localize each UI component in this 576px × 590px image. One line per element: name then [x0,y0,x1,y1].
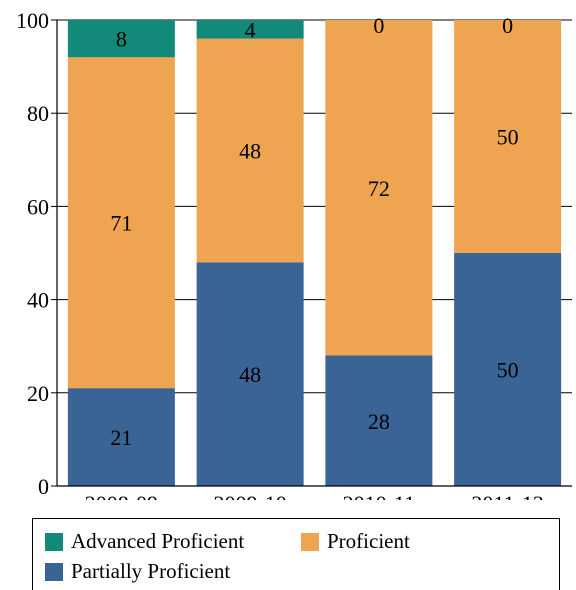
y-tick-label-0: 0 [38,474,49,499]
legend-swatch-advanced-proficient [45,532,63,551]
bar-proficient-2011-12 [454,20,562,253]
bar-advanced-proficient-2009-10 [196,20,304,39]
data-label-proficient-2010-11: 72 [368,176,390,201]
axes: 0204060801002008-092009-102010-112011-12 [16,8,572,500]
x-tick-label-2010-11: 2010-11 [343,491,416,500]
legend-label-advanced-proficient: Advanced Proficient [71,529,245,553]
bar-proficient-2009-10 [196,38,304,263]
legend-item-advanced-proficient: Advanced Proficient [45,529,244,554]
y-tick-label-80: 80 [27,101,49,126]
data-label-advanced-proficient-2008-09: 8 [116,27,127,52]
legend-item-partially-proficient: Partially Proficient [45,559,230,584]
data-label-partially-proficient-2010-11: 28 [368,409,390,434]
bar-partially-proficient-2009-10 [196,262,304,486]
data-label-proficient-2011-12: 50 [497,125,519,150]
bar-proficient-2008-09 [67,57,175,389]
data-label-partially-proficient-2009-10: 48 [239,362,261,387]
legend-swatch-partially-proficient [45,562,63,581]
x-tick-label-2008-09: 2008-09 [85,491,158,500]
bar-partially-proficient-2011-12 [454,253,562,486]
legend-swatch-proficient [301,532,319,551]
data-label-proficient-2009-10: 48 [239,138,261,163]
x-tick-label-2011-12: 2011-12 [471,491,544,500]
data-label-advanced-proficient-2011-12: 0 [502,13,513,38]
data-label-partially-proficient-2008-09: 21 [110,425,132,450]
legend-label-proficient: Proficient [327,529,410,553]
data-label-proficient-2008-09: 71 [110,211,132,236]
data-label-partially-proficient-2011-12: 50 [497,358,519,383]
y-tick-label-60: 60 [27,194,49,219]
y-tick-label-20: 20 [27,381,49,406]
bars: 21 71 8 48 48 4 28 72 0 50 50 0 [67,13,562,486]
bar-partially-proficient-2010-11 [325,355,433,486]
stacked-bar-chart: 21 71 8 48 48 4 28 72 0 50 50 0 0 20 40 60 80 100 2008-09… [16,8,572,500]
y-tick-label-40: 40 [27,288,49,313]
x-tick-label-2009-10: 2009-10 [213,491,286,500]
legend-label-partially-proficient: Partially Proficient [71,559,231,583]
y-tick-label-100: 100 [16,8,49,33]
data-label-advanced-proficient-2009-10: 4 [245,17,256,42]
legend-item-proficient: Proficient [301,529,410,554]
bar-proficient-2010-11 [325,20,433,356]
legend: Advanced Proficient Proficient Partially… [32,518,560,590]
bar-partially-proficient-2008-09 [67,388,175,486]
bar-advanced-proficient-2008-09 [67,20,175,58]
data-label-advanced-proficient-2010-11: 0 [373,13,384,38]
